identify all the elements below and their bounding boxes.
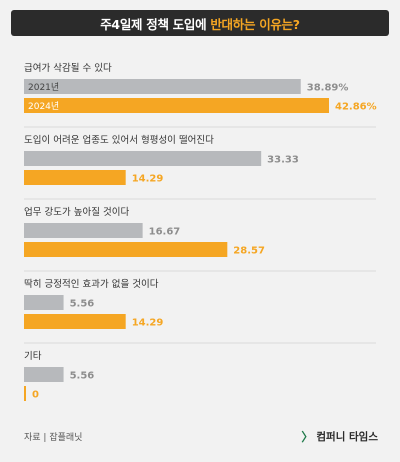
category-label: 급여가 삭감될 수 있다 [24, 62, 112, 74]
data-label: 5.56 [70, 371, 95, 382]
data-label: 33.33 [267, 155, 299, 166]
category-label: 기타 [24, 351, 42, 362]
bar-2021 [24, 79, 301, 94]
brand-mark-icon: 〉 [301, 430, 314, 444]
title-highlight: 반대하는 이유는? [210, 16, 300, 32]
source-note: 자료 | 잡플래닛 [24, 433, 83, 443]
bar-2024 [24, 314, 126, 329]
bar-2024 [24, 386, 26, 401]
chart-title: 주4일제 정책 도입에 반대하는 이유는? [11, 10, 389, 36]
data-label: 38.89% [307, 83, 349, 94]
data-label: 5.56 [70, 299, 95, 310]
category-label: 도입이 어려운 업종도 있어서 형평성이 떨어진다 [24, 134, 214, 146]
bar-2024 [24, 242, 228, 257]
data-label: 28.57 [233, 246, 265, 257]
series-label: 2021년 [28, 82, 59, 93]
data-label: 0 [32, 390, 39, 401]
bar-2021 [24, 367, 64, 382]
bar-2021 [24, 151, 262, 166]
data-label: 14.29 [132, 174, 164, 185]
bar-2024 [24, 98, 329, 113]
data-label: 16.67 [149, 227, 181, 238]
category-label: 업무 강도가 높아질 것이다 [24, 206, 129, 218]
data-label: 42.86% [335, 102, 377, 113]
data-label: 14.29 [132, 318, 164, 329]
series-label: 2024년 [28, 101, 59, 112]
brand-logo: 〉 컴퍼니 타임스 [301, 428, 378, 445]
category-label: 딱히 긍정적인 효과가 없을 것이다 [24, 278, 159, 290]
bar-2021 [24, 223, 143, 238]
title-prefix: 주4일제 정책 도입에 [100, 16, 207, 32]
brand-name: 컴퍼니 타임스 [316, 431, 378, 443]
bar-2021 [24, 295, 64, 310]
bar-2024 [24, 170, 126, 185]
